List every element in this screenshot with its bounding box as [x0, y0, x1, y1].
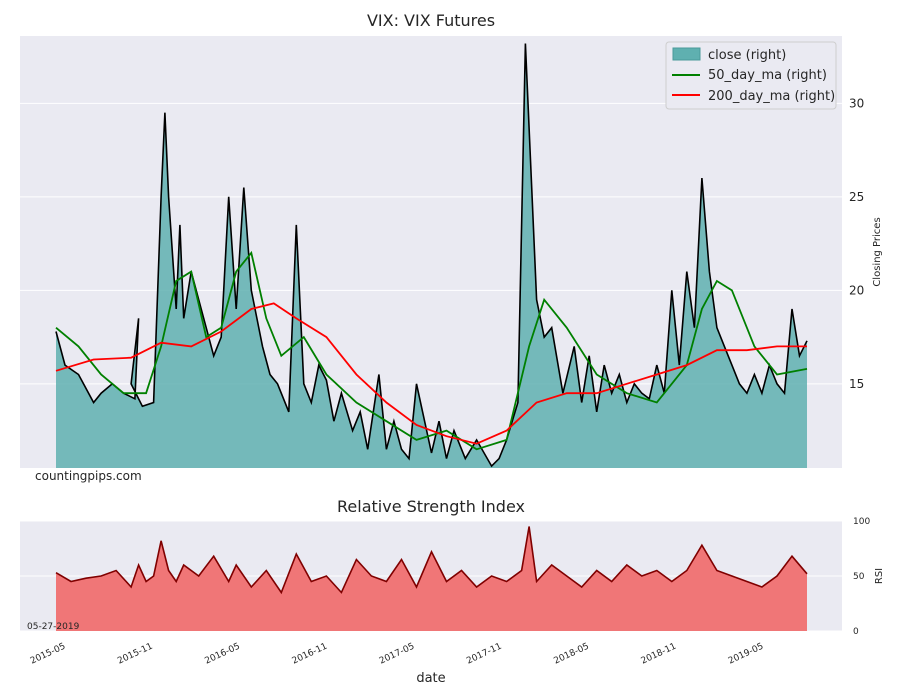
price-tick-label: 15	[849, 377, 864, 391]
rsi-chart-title: Relative Strength Index	[337, 497, 525, 516]
date-tick-label: 2016-05	[203, 642, 241, 667]
legend-box	[665, 41, 837, 110]
date-tick-label: 2017-11	[465, 642, 503, 667]
legend-swatch-close	[672, 47, 701, 61]
price-chart-title: VIX: VIX Futures	[367, 11, 495, 30]
date-tick-label: 2019-05	[727, 642, 765, 667]
rsi-panel: 0 50 100 2015-05 2015-11 2016-05 2016-11 2017-…	[20, 497, 885, 686]
date-tick-label: 2018-05	[552, 642, 590, 667]
rsi-axis-ticks: 0 50 100	[853, 517, 870, 637]
rsi-series-line	[55, 526, 808, 595]
date-tick-label: 2018-11	[640, 642, 678, 667]
price-panel: 15 20 25 30 VIX: VIX Futures Closing Prices…	[20, 11, 883, 483]
date-tick-label: 2015-05	[29, 642, 67, 667]
date-tick-label: 2015-11	[116, 642, 154, 667]
legend-label-ma50: 50_day_ma (right)	[708, 68, 827, 83]
close-area-fill	[56, 43, 807, 468]
ma50-series-line	[55, 250, 808, 451]
date-axis-label: date	[416, 671, 445, 686]
price-axis-ticks: 15 20 25 30	[849, 96, 864, 391]
date-axis-ticks: 2015-05 2015-11 2016-05 2016-11 2017-05 2017-…	[29, 642, 765, 667]
last-date-label: 05-27-2019	[27, 622, 80, 632]
rsi-area-fill	[56, 526, 807, 631]
date-tick-label: 2017-05	[378, 642, 416, 667]
rsi-tick-label: 0	[853, 627, 859, 637]
date-tick-label: 2016-11	[291, 642, 329, 667]
price-legend: close (right) 50_day_ma (right) 200_day_…	[665, 41, 837, 110]
rsi-tick-label: 50	[853, 572, 865, 582]
rsi-y-axis-label: RSI	[874, 568, 885, 584]
rsi-tick-label: 100	[853, 517, 870, 527]
legend-label-ma200: 200_day_ma (right)	[708, 89, 835, 104]
price-y-axis-label: Closing Prices	[872, 217, 883, 286]
price-tick-label: 20	[849, 283, 864, 297]
watermark-text: countingpips.com	[35, 469, 142, 483]
price-tick-label: 30	[849, 96, 864, 110]
price-tick-label: 25	[849, 190, 864, 204]
ma200-series-line	[55, 302, 807, 445]
legend-label-close: close (right)	[708, 48, 786, 63]
